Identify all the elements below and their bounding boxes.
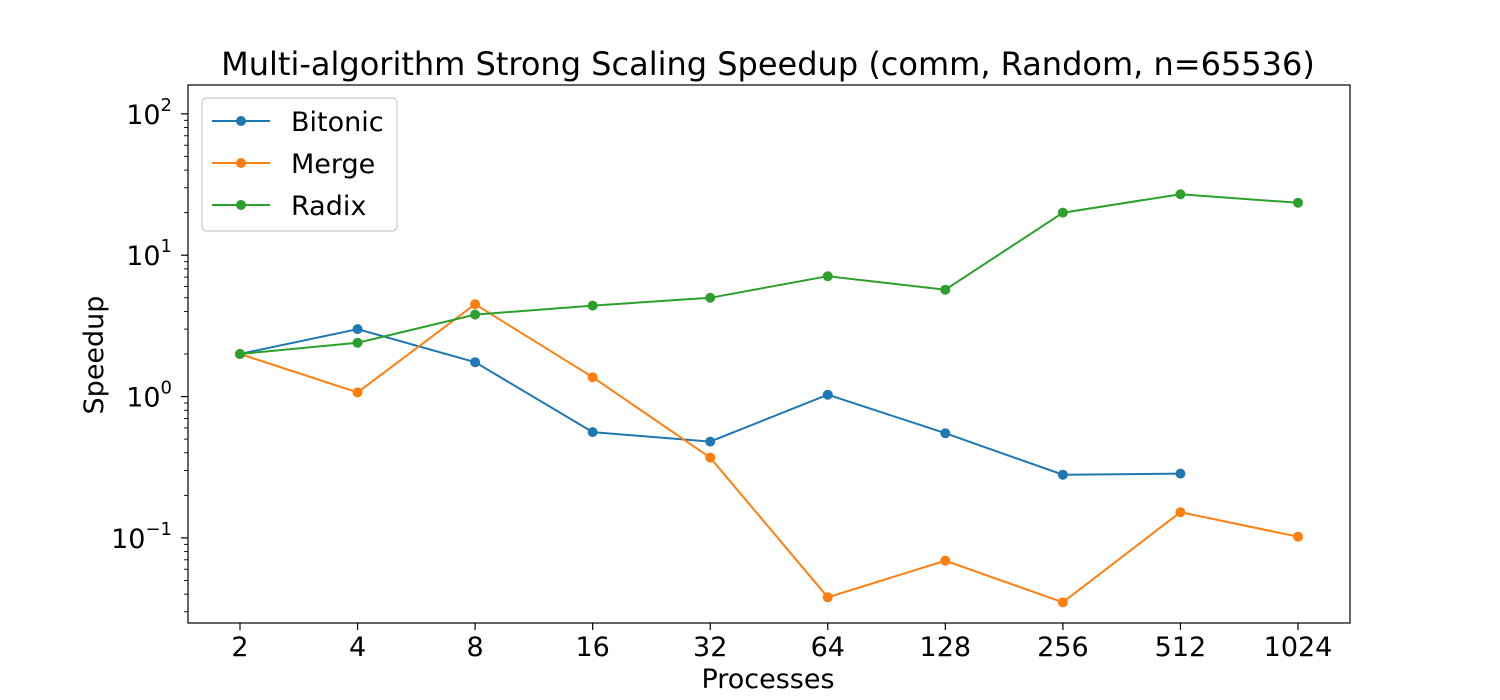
series-line-radix [239,193,1299,355]
data-point-merge-1024 [1293,531,1303,542]
x-tick-label-64: 64 [811,632,845,663]
x-tick-label-32: 32 [693,632,727,663]
y-tick-label-2: 100 [126,378,172,414]
data-point-merge-256 [1057,597,1068,608]
data-point-radix-64 [822,271,833,282]
x-tick-label-256: 256 [1037,632,1089,663]
chart-title: Multi-algorithm Strong Scaling Speedup (… [221,45,1315,83]
y-tick-label-1: 101 [126,236,172,272]
legend-box [201,97,398,232]
data-point-bitonic-512 [1175,468,1186,479]
data-point-bitonic-4 [352,324,363,335]
x-tick-label-16: 16 [575,632,609,663]
x-tick-label-512: 512 [1155,632,1207,663]
data-point-radix-1024 [1293,197,1303,208]
x-tick-label-4: 4 [349,632,366,663]
data-point-bitonic-256 [1057,469,1068,480]
series-line-merge [239,302,1299,604]
y-axis-label: Speedup [79,296,110,415]
data-point-bitonic-32 [705,436,716,447]
legend-label-merge: Merge [291,149,375,180]
legend-marker-radix [236,200,246,210]
data-point-merge-4 [352,387,363,398]
data-point-radix-32 [705,292,716,303]
data-point-merge-32 [705,452,716,463]
legend-marker-bitonic [236,116,246,126]
data-point-radix-16 [587,300,598,311]
data-point-radix-256 [1057,207,1068,218]
legend-label-bitonic: Bitonic [291,107,384,138]
legend-marker-merge [236,158,246,168]
data-point-bitonic-64 [822,389,833,400]
x-tick-label-8: 8 [467,632,484,663]
data-point-radix-4 [352,337,363,348]
x-axis-label: Processes [701,664,834,695]
legend: Bitonic Merge Radix [201,97,398,232]
data-point-bitonic-8 [470,357,481,368]
y-tick-label-3: 10−1 [111,519,172,555]
plot-area: 2 4 8 16 32 64 128 256 512 1024 102 101 100 10−1 [111,84,1351,663]
data-point-merge-16 [587,372,598,383]
data-point-bitonic-16 [587,427,598,438]
data-point-radix-8 [470,309,481,320]
x-tick-label-2: 2 [231,632,248,663]
data-point-merge-64 [822,592,833,603]
x-tick-label-1024: 1024 [1264,632,1333,663]
data-point-merge-8 [470,299,481,310]
data-point-bitonic-128 [940,428,951,439]
x-tick-label-128: 128 [920,632,972,663]
y-tick-label-0: 102 [126,95,172,131]
data-point-radix-2 [235,349,245,359]
legend-label-radix: Radix [291,191,366,222]
data-point-merge-512 [1175,507,1186,518]
data-point-radix-128 [940,284,951,295]
data-point-radix-512 [1175,189,1186,200]
data-point-merge-128 [940,555,951,566]
